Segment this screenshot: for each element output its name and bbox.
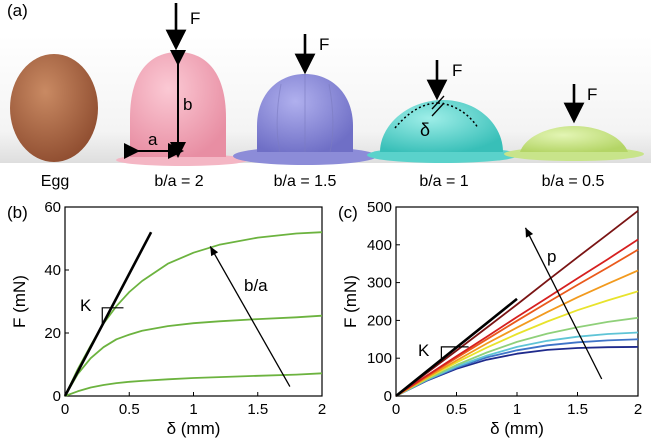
- chart-c-x-tick-label: 1: [513, 401, 521, 418]
- caption-ratio-0-5: b/a = 0.5: [541, 173, 605, 190]
- force-label-1-5: F: [319, 35, 329, 54]
- caption-ratio-2: b/a = 2: [154, 173, 204, 190]
- chart-b-y-tick-label: 20: [44, 325, 61, 342]
- panel-a-label: (a): [7, 1, 28, 20]
- chart-c-y-tick-label: 100: [367, 350, 392, 367]
- ratio-arrow-b-head: [210, 246, 219, 257]
- chart-b-y-tick-label: 40: [44, 262, 61, 279]
- chart-c-series-line-8: [395, 210, 639, 397]
- deflection-tick-top: [431, 95, 445, 110]
- force-label-1: F: [452, 61, 462, 80]
- chart-c-x-tick-label: 1.5: [567, 401, 588, 418]
- slope-triangle-c: [440, 346, 469, 360]
- deformed-profile: [394, 102, 479, 129]
- pressure-arrow-label-c: p: [547, 247, 556, 266]
- chart-c-series-line-3: [395, 316, 639, 397]
- pressure-arrow-c: [524, 227, 603, 380]
- chart-c-x-tick-label: 0: [392, 401, 400, 418]
- chart-c-y-tick-label: 300: [367, 275, 392, 292]
- slope-triangle-b: [101, 307, 124, 326]
- chart-c-y-tick-label: 200: [367, 312, 392, 329]
- force-label-2: F: [190, 9, 200, 28]
- chart-c-y-tick-label: 0: [384, 388, 392, 405]
- shell-1: [380, 100, 503, 152]
- dimension-a-label: a: [148, 130, 158, 149]
- chart-b-x-tick-label: 2: [318, 401, 326, 418]
- chart-b-x-axis-label: δ (mm): [167, 419, 221, 438]
- chart-c-y-axis-label: F (mN): [341, 275, 360, 328]
- chart-c-series-line-5: [395, 269, 639, 397]
- chart-b-x-tick-label: 1.5: [247, 401, 268, 418]
- chart-c-series-line-4: [395, 290, 639, 397]
- chart-c-series-line-7: [395, 238, 639, 397]
- shell-0-5: [520, 126, 628, 152]
- chart-c-y-tick-label: 500: [367, 200, 392, 216]
- panel-c-label: (c): [338, 203, 358, 222]
- chart-b-y-tick-label: 60: [44, 200, 61, 216]
- ratio-arrow-label-b: b/a: [244, 276, 268, 295]
- chart-b-series-line-2: [64, 231, 323, 397]
- egg: [10, 54, 98, 162]
- chart-c-x-axis-label: δ (mm): [490, 419, 544, 438]
- force-label-0-5: F: [587, 85, 597, 104]
- stiffness-label-c: K: [418, 341, 430, 360]
- panel-b-label: (b): [7, 203, 28, 222]
- chart-b-series-line-0: [64, 372, 323, 397]
- dimension-b-label: b: [183, 95, 192, 114]
- deflection-tick-bottom: [431, 102, 445, 117]
- deflection-label: δ: [420, 120, 430, 140]
- chart-b-x-tick-label: 1: [189, 401, 197, 418]
- caption-ratio-1-5: b/a = 1.5: [273, 173, 337, 190]
- chart-c-y-tick-label: 400: [367, 237, 392, 254]
- chart-b-y-axis-label: F (mN): [10, 275, 29, 328]
- pressure-arrow-c-head: [525, 227, 534, 238]
- chart-b-x-tick-label: 0.5: [119, 401, 140, 418]
- stiffness-label-b: K: [80, 296, 92, 315]
- caption-ratio-1: b/a = 1: [419, 173, 469, 190]
- ratio-arrow-b: [209, 246, 291, 387]
- chart-c-x-tick-label: 2: [634, 401, 642, 418]
- shell-1-5-ribs: [276, 74, 334, 153]
- chart-b-x-tick-label: 0: [61, 401, 69, 418]
- caption-egg: Egg: [40, 173, 70, 190]
- chart-b-series-line-1: [64, 314, 323, 397]
- chart-b-y-tick-label: 0: [53, 388, 61, 405]
- chart-b-stiffness-line: [63, 231, 153, 397]
- panel-a-photo: F F F F b a δ: [0, 3, 651, 166]
- chart-c-x-tick-label: 0.5: [446, 401, 467, 418]
